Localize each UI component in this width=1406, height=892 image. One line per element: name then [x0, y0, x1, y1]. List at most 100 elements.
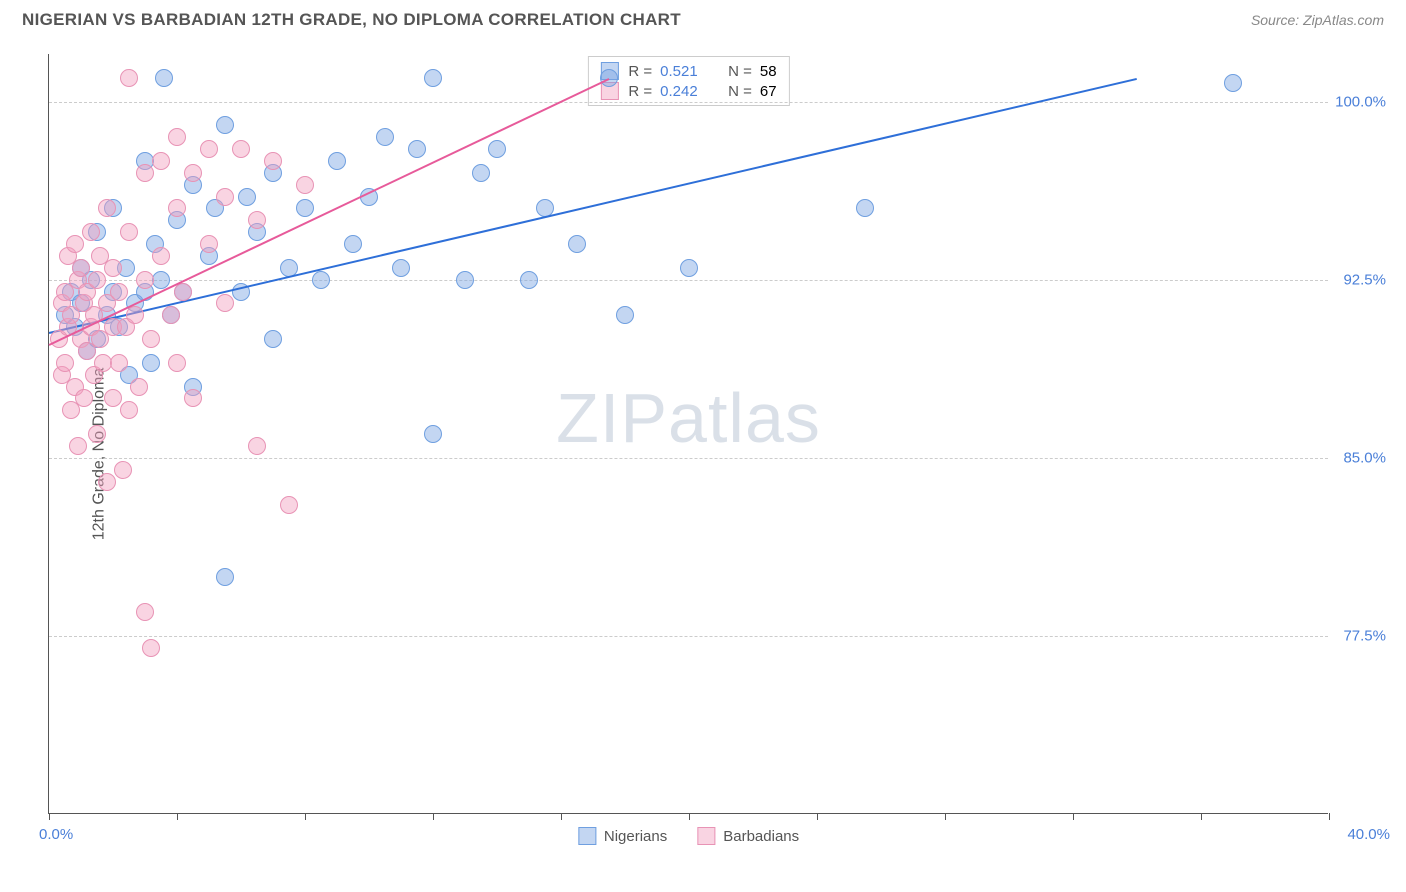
y-tick-label: 100.0% — [1335, 93, 1386, 110]
data-point — [88, 425, 106, 443]
y-tick-label: 92.5% — [1343, 271, 1386, 288]
data-point — [600, 69, 618, 87]
data-point — [568, 235, 586, 253]
data-point — [248, 211, 266, 229]
data-point — [69, 437, 87, 455]
data-point — [98, 199, 116, 217]
legend-r-value: 0.242 — [660, 83, 710, 100]
legend-swatch — [697, 827, 715, 845]
x-tick — [1073, 813, 1074, 820]
legend-n-label: N = — [728, 83, 752, 100]
data-point — [424, 425, 442, 443]
x-tick — [49, 813, 50, 820]
data-point — [616, 306, 634, 324]
gridline — [49, 636, 1328, 637]
data-point — [296, 199, 314, 217]
data-point — [104, 259, 122, 277]
legend-n-value: 67 — [760, 83, 777, 100]
data-point — [142, 639, 160, 657]
data-point — [424, 69, 442, 87]
data-point — [82, 223, 100, 241]
source-label: Source: ZipAtlas.com — [1251, 12, 1384, 28]
data-point — [114, 461, 132, 479]
data-point — [856, 199, 874, 217]
watermark-zip: ZIP — [556, 379, 668, 457]
data-point — [216, 568, 234, 586]
legend-n-label: N = — [728, 63, 752, 80]
data-point — [456, 271, 474, 289]
legend-item: Barbadians — [697, 827, 799, 845]
x-tick — [1201, 813, 1202, 820]
data-point — [120, 223, 138, 241]
data-point — [126, 306, 144, 324]
series-legend: Nigerians Barbadians — [578, 827, 799, 845]
data-point — [152, 271, 170, 289]
data-point — [472, 164, 490, 182]
data-point — [130, 378, 148, 396]
legend-label: Nigerians — [604, 828, 667, 845]
x-tick — [1329, 813, 1330, 820]
data-point — [155, 69, 173, 87]
data-point — [264, 152, 282, 170]
data-point — [56, 354, 74, 372]
data-point — [110, 354, 128, 372]
correlation-legend: R = 0.521 N = 58 R = 0.242 N = 67 — [587, 56, 789, 106]
x-axis-min-label: 0.0% — [39, 826, 73, 843]
data-point — [232, 140, 250, 158]
data-point — [392, 259, 410, 277]
data-point — [98, 473, 116, 491]
data-point — [72, 259, 90, 277]
data-point — [184, 389, 202, 407]
data-point — [162, 306, 180, 324]
legend-n-value: 58 — [760, 63, 777, 80]
data-point — [136, 271, 154, 289]
data-point — [136, 164, 154, 182]
x-tick — [689, 813, 690, 820]
data-point — [328, 152, 346, 170]
data-point — [376, 128, 394, 146]
legend-r-label: R = — [628, 63, 652, 80]
x-tick — [817, 813, 818, 820]
legend-item: Nigerians — [578, 827, 667, 845]
data-point — [216, 188, 234, 206]
data-point — [184, 164, 202, 182]
x-tick — [433, 813, 434, 820]
data-point — [168, 128, 186, 146]
data-point — [312, 271, 330, 289]
legend-row: R = 0.242 N = 67 — [600, 81, 776, 101]
data-point — [168, 199, 186, 217]
data-point — [264, 330, 282, 348]
data-point — [75, 389, 93, 407]
data-point — [200, 140, 218, 158]
legend-r-value: 0.521 — [660, 63, 710, 80]
data-point — [110, 283, 128, 301]
data-point — [520, 271, 538, 289]
x-tick — [177, 813, 178, 820]
chart-container: 12th Grade, No Diploma ZIPatlas R =0.521… — [18, 44, 1388, 864]
data-point — [280, 496, 298, 514]
data-point — [152, 152, 170, 170]
legend-label: Barbadians — [723, 828, 799, 845]
data-point — [344, 235, 362, 253]
x-tick — [305, 813, 306, 820]
data-point — [216, 294, 234, 312]
chart-title: NIGERIAN VS BARBADIAN 12TH GRADE, NO DIP… — [22, 10, 681, 30]
data-point — [120, 69, 138, 87]
legend-r-label: R = — [628, 83, 652, 100]
x-tick — [561, 813, 562, 820]
data-point — [296, 176, 314, 194]
data-point — [88, 271, 106, 289]
data-point — [200, 235, 218, 253]
data-point — [142, 354, 160, 372]
data-point — [488, 140, 506, 158]
gridline — [49, 458, 1328, 459]
gridline — [49, 102, 1328, 103]
data-point — [136, 603, 154, 621]
watermark-atlas: atlas — [668, 379, 821, 457]
data-point — [408, 140, 426, 158]
plot-area: ZIPatlas R =0.521N =58R =0.242N =67 Nige… — [48, 54, 1328, 814]
data-point — [66, 235, 84, 253]
data-point — [1224, 74, 1242, 92]
data-point — [216, 116, 234, 134]
data-point — [142, 330, 160, 348]
